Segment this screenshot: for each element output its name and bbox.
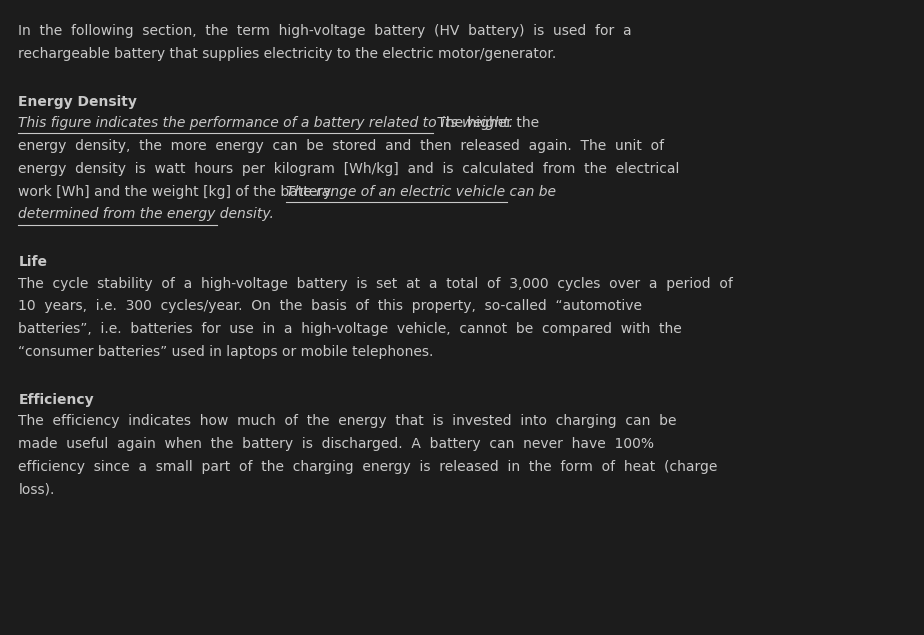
Text: Life: Life: [18, 255, 47, 269]
Text: batteries”,  i.e.  batteries  for  use  in  a  high-voltage  vehicle,  cannot  b: batteries”, i.e. batteries for use in a …: [18, 322, 682, 336]
Text: The range of an electric vehicle can be: The range of an electric vehicle can be: [286, 185, 555, 199]
Text: work [Wh] and the weight [kg] of the battery.: work [Wh] and the weight [kg] of the bat…: [18, 185, 343, 199]
Text: rechargeable battery that supplies electricity to the electric motor/generator.: rechargeable battery that supplies elect…: [18, 47, 557, 61]
Text: energy  density  is  watt  hours  per  kilogram  [Wh/kg]  and  is  calculated  f: energy density is watt hours per kilogra…: [18, 162, 680, 176]
Text: energy  density,  the  more  energy  can  be  stored  and  then  released  again: energy density, the more energy can be s…: [18, 139, 664, 153]
Text: This figure indicates the performance of a battery related to its weight.: This figure indicates the performance of…: [18, 116, 514, 130]
Text: Energy Density: Energy Density: [18, 95, 138, 109]
Text: The  efficiency  indicates  how  much  of  the  energy  that  is  invested  into: The efficiency indicates how much of the…: [18, 414, 677, 428]
Text: efficiency  since  a  small  part  of  the  charging  energy  is  released  in  : efficiency since a small part of the cha…: [18, 460, 718, 474]
Text: The higher the: The higher the: [433, 116, 540, 130]
Text: Efficiency: Efficiency: [18, 393, 94, 407]
Text: In  the  following  section,  the  term  high-voltage  battery  (HV  battery)  i: In the following section, the term high-…: [18, 24, 632, 38]
Text: determined from the energy density.: determined from the energy density.: [18, 208, 274, 222]
Text: “consumer batteries” used in laptops or mobile telephones.: “consumer batteries” used in laptops or …: [18, 345, 434, 359]
Text: loss).: loss).: [18, 483, 55, 497]
Text: 10  years,  i.e.  300  cycles/year.  On  the  basis  of  this  property,  so-cal: 10 years, i.e. 300 cycles/year. On the b…: [18, 299, 642, 313]
Text: made  useful  again  when  the  battery  is  discharged.  A  battery  can  never: made useful again when the battery is di…: [18, 437, 654, 451]
Text: The  cycle  stability  of  a  high-voltage  battery  is  set  at  a  total  of  : The cycle stability of a high-voltage ba…: [18, 276, 734, 290]
